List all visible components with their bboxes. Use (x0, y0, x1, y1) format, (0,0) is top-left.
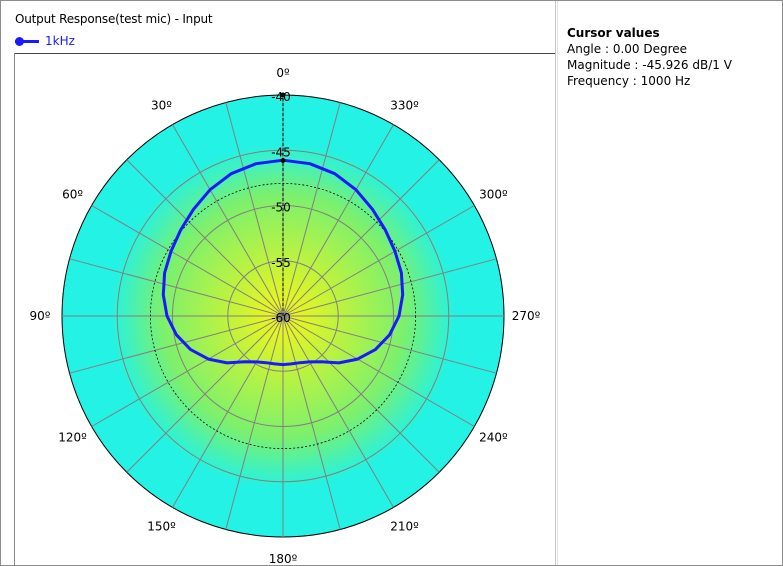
angular-grid-spoke (282, 315, 475, 427)
angle-tick-label: 180º (269, 552, 298, 565)
angle-tick-label: 0º (276, 66, 290, 80)
plot-left-border (14, 53, 15, 565)
cursor-angle-value: Angle : 0.00 Degree (567, 42, 688, 56)
angular-grid-spoke (282, 258, 497, 317)
angular-grid-spoke (225, 102, 284, 317)
angular-grid-spoke (282, 102, 341, 317)
legend-label: 1kHz (45, 34, 75, 48)
angle-tick-label: 240º (479, 431, 508, 445)
angle-tick-label: 300º (479, 188, 508, 202)
cursor-values-panel: Cursor values Angle : 0.00 Degree Magnit… (567, 25, 732, 89)
panel-divider (555, 1, 556, 565)
angular-grid-spoke (126, 159, 284, 317)
angular-grid-spoke (91, 315, 284, 427)
angle-tick-label: 150º (147, 519, 176, 533)
angular-grid-spoke (282, 315, 341, 530)
series-1khz-response-curve (161, 158, 405, 367)
radial-tick-label: -40 (271, 90, 291, 104)
angular-grid-spoke (172, 124, 284, 317)
chart-title: Output Response(test mic) - Input (15, 12, 213, 26)
angular-grid-spoke (282, 124, 394, 317)
radial-tick-label: -55 (271, 256, 291, 270)
angular-grid-spoke (69, 258, 284, 317)
angular-grid-spoke (282, 315, 440, 473)
angular-grid-spoke (282, 159, 440, 317)
cursor-frequency-value: Frequency : 1000 Hz (567, 74, 691, 88)
plot-panel[interactable]: Output Response(test mic) - Input 1kHz -… (1, 1, 555, 565)
angular-grid-spoke (172, 315, 284, 508)
cursor-end-marker (280, 92, 286, 98)
angle-tick-label: 90º (30, 309, 51, 323)
panel-divider-shadow (557, 1, 558, 565)
polar-chart[interactable]: -40 -45 -50 -55 -60 0º 30º 60º 90º 120º 150º 180º 21… (1, 1, 555, 565)
legend-dot-marker (15, 37, 24, 46)
radial-tick-label: -50 (271, 201, 291, 215)
angle-tick-label: 270º (512, 309, 541, 323)
angular-grid-spoke (282, 315, 394, 508)
legend-line-swatch (15, 40, 39, 43)
angular-grid-spoke (69, 315, 284, 374)
angular-grid-spoke (91, 205, 284, 317)
plot-top-border (14, 53, 555, 54)
angular-grid-spoke (282, 205, 475, 317)
angle-tick-label: 120º (58, 431, 87, 445)
angular-grid-spoke (282, 315, 497, 374)
angular-grid-spoke (225, 315, 284, 530)
angle-tick-label: 210º (390, 519, 419, 533)
angle-tick-label: 60º (62, 188, 83, 202)
angle-tick-label: 30º (151, 99, 172, 113)
angular-grid-spoke (126, 315, 284, 473)
cursor-value-marker (280, 157, 286, 163)
radial-tick-label: -60 (271, 311, 291, 325)
cursor-magnitude-value: Magnitude : -45.926 dB/1 V (567, 58, 732, 72)
radial-tick-label: -45 (271, 145, 291, 159)
angle-tick-label: 330º (390, 99, 419, 113)
cursor-values-heading: Cursor values (567, 26, 660, 40)
